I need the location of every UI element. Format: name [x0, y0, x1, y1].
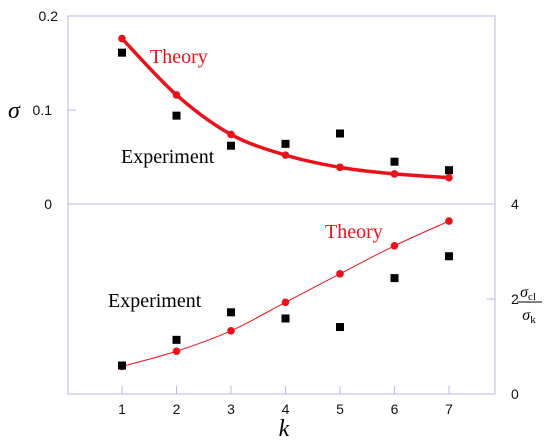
top-ytick-label: 0	[44, 196, 52, 212]
top-ytick-label: 0.1	[33, 102, 53, 118]
experiment-point	[445, 252, 453, 261]
experiment-point	[118, 48, 126, 57]
experiment-point	[445, 166, 453, 175]
theory-point	[281, 298, 290, 307]
experiment-point	[390, 157, 399, 166]
theory-point	[227, 327, 235, 335]
theory-point	[172, 91, 181, 99]
bottom-ytick-label: 4	[511, 196, 519, 212]
plot-border	[67, 15, 496, 395]
x-tick-labels: 1 2 3 4 5 6 7	[118, 401, 453, 417]
experiment-point	[227, 141, 235, 150]
x-tick-label: 4	[282, 401, 290, 417]
bottom-ytick-label: 2	[511, 291, 519, 307]
top-experiment-annotation: Experiment	[121, 146, 215, 168]
top-y-axis-label: σ	[8, 98, 21, 124]
x-tick-label: 3	[227, 401, 235, 417]
experiment-point	[336, 323, 344, 332]
theory-point	[445, 173, 453, 182]
theory-point	[118, 34, 126, 43]
plot-frame	[67, 15, 496, 395]
ratio-numerator: σcl	[520, 284, 536, 303]
experiment-point	[390, 274, 399, 283]
top-theory-annotation: Theory	[150, 46, 208, 68]
bottom-experiment-annotation: Experiment	[108, 290, 202, 312]
theory-point	[336, 270, 344, 278]
theory-point	[336, 163, 344, 172]
theory-point	[281, 151, 290, 159]
experiment-point	[227, 308, 235, 317]
top-theory-series	[118, 34, 453, 182]
x-tick-label: 7	[445, 401, 453, 417]
bottom-ytick-label: 0	[511, 386, 519, 402]
bottom-y-axis-label: σcl σk	[517, 284, 542, 326]
experiment-point	[281, 314, 290, 323]
ratio-denominator: σk	[522, 307, 536, 326]
x-tick-label: 2	[173, 401, 181, 417]
theory-point	[390, 242, 399, 250]
theory-point	[227, 130, 235, 139]
experiment-point	[172, 111, 181, 120]
theory-point	[172, 347, 181, 356]
bottom-theory-series	[118, 217, 453, 371]
top-ytick-label: 0.2	[39, 8, 59, 24]
x-tick-label: 1	[118, 401, 126, 417]
experiment-point	[281, 139, 290, 148]
theory-point	[390, 170, 399, 178]
x-axis-label: k	[279, 416, 290, 442]
theory-point	[445, 217, 453, 225]
x-tick-label: 6	[391, 401, 399, 417]
experiment-point	[118, 361, 126, 370]
bottom-theory-annotation: Theory	[325, 221, 383, 243]
bottom-experiment-series	[118, 252, 453, 370]
x-tick-label: 5	[336, 401, 344, 417]
experiment-point	[336, 129, 344, 138]
experiment-point	[172, 335, 181, 344]
top-experiment-series	[118, 48, 453, 175]
